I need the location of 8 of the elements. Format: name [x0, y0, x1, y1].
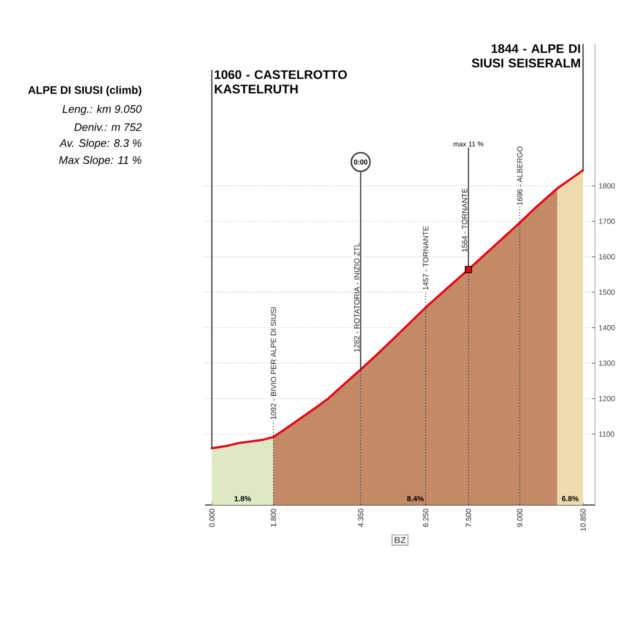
text: Av. Slope: 8.3 % [59, 138, 142, 150]
text: Deniv.: m 752 [74, 122, 142, 132]
x-axis-title: BZ [394, 536, 406, 544]
annotation: 1844 - ALPE DI SIUSI SEISERALM [472, 44, 580, 68]
annotation: 1060 - CASTELROTTO KASTELRUTH [214, 70, 347, 94]
text: ALPE DI SIUSI (climb) [28, 86, 142, 96]
text: Max Slope: 11 % [59, 156, 142, 166]
text: Leng.: km 9.050 [62, 104, 142, 116]
